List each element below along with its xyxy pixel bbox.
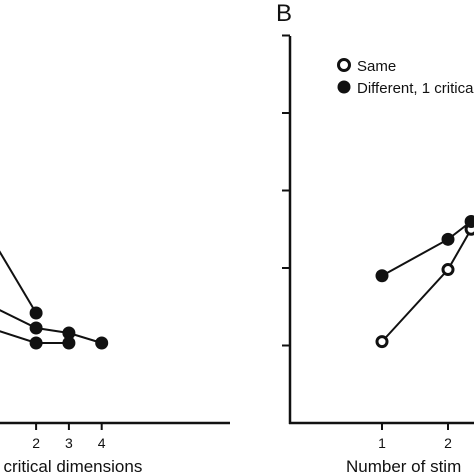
panel-b-y-ticks [282,34,290,347]
panel-a-series-2-point [62,336,76,350]
panel-b-data-points [375,215,474,349]
panel-b-legend: Same Different, 1 critica [337,58,474,97]
panel-a-x-axis-label: f critical dimensions [0,457,142,474]
legend-same-marker [337,58,351,72]
panel-a-series-1-point [29,321,43,335]
panel-a-series-lines [0,250,102,344]
panel-a-series-0-point [29,306,43,320]
panel-b-series-0-point [441,263,455,277]
panel-b-series-1-point [464,215,474,228]
panel-a-data-points [29,306,109,350]
panel-a-series-0-line [0,250,37,314]
panel-a-series-1-line [0,309,102,344]
panel-b-series-1-point [375,269,389,283]
legend-different-label: Different, 1 critica [357,80,474,97]
panel-a-x-ticks: 2 3 4 [32,423,106,451]
panel-b-x-tick-label: 1 [378,435,386,451]
panel-a-series-2-point [29,336,43,350]
legend-same-label: Same [357,58,396,75]
panel-a-x-tick-label: 4 [98,435,106,451]
panel-a-series-1-point [62,326,76,340]
panel-a: 2 3 4 f critical dimensions [0,250,230,474]
panel-b-series-lines [381,220,472,343]
panel-b-series-0-point [375,335,389,349]
panel-b-x-tick-label: 2 [444,435,452,451]
legend-different-marker [337,80,351,94]
panel-a-x-tick-label: 2 [32,435,40,451]
panel-a-series-1-point [95,336,109,350]
panel-b-series-0-line [381,228,472,343]
panel-b-series-1-line [381,220,472,277]
panel-b-series-1-point [441,232,455,246]
panel-a-x-tick-label: 3 [65,435,73,451]
panel-b-x-axis-label: Number of stim [346,457,461,474]
panel-b-label: B [276,0,292,27]
